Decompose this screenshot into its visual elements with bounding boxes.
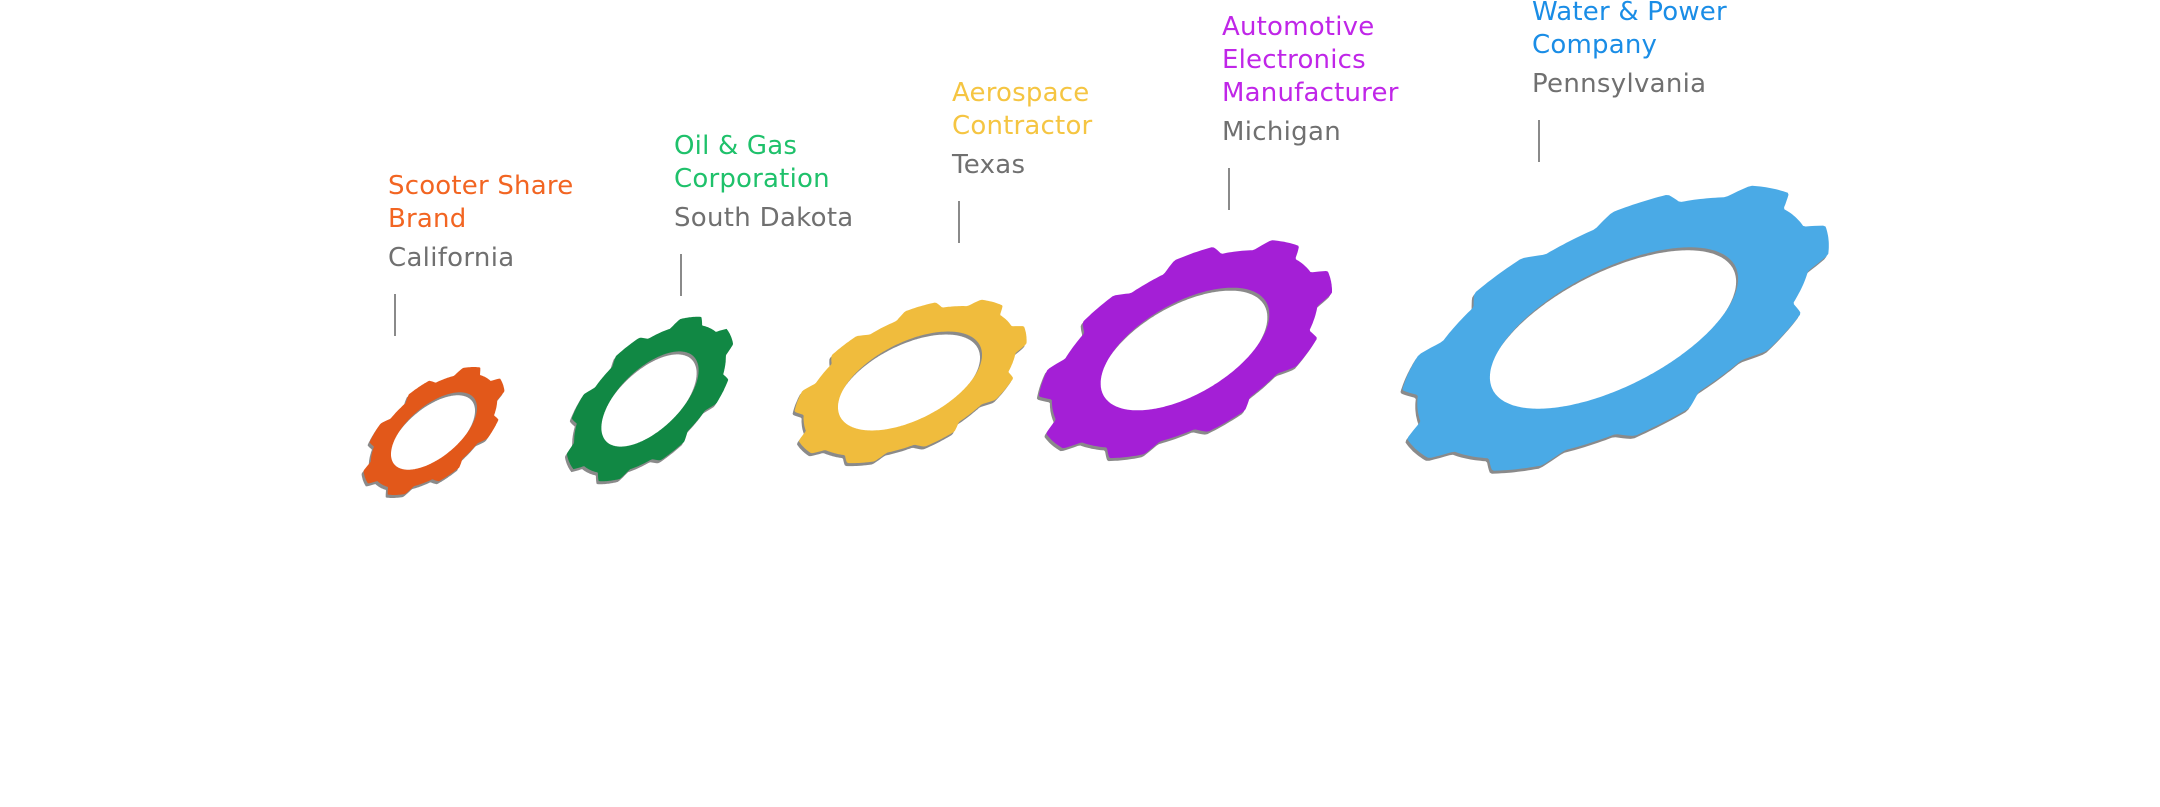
pointer-line bbox=[680, 254, 682, 296]
pointer-line bbox=[1538, 120, 1540, 162]
pointer-line bbox=[958, 201, 960, 243]
client-name: Aerospace Contractor bbox=[952, 78, 1093, 141]
client-label: Water & Power Company Pennsylvania bbox=[1532, 0, 1912, 101]
client-label: Oil & Gas Corporation South Dakota bbox=[674, 130, 1054, 235]
gear-ring-icon bbox=[565, 316, 733, 485]
gear-face bbox=[1038, 240, 1332, 459]
gear-face bbox=[794, 299, 1027, 464]
client-location: California bbox=[388, 243, 515, 273]
client-location: Pennsylvania bbox=[1532, 69, 1707, 99]
client-label: Scooter Share Brand California bbox=[388, 170, 768, 275]
client-label: Automotive Electronics Manufacturer Mich… bbox=[1222, 11, 1602, 149]
gear-face bbox=[1402, 185, 1829, 471]
client-name: Oil & Gas Corporation bbox=[674, 131, 830, 194]
gear-face bbox=[567, 316, 733, 482]
client-label: Aerospace Contractor Texas bbox=[952, 77, 1332, 182]
client-location: South Dakota bbox=[674, 203, 854, 233]
client-name: Water & Power Company bbox=[1532, 0, 1727, 60]
gear-ring-icon bbox=[1400, 185, 1829, 474]
pointer-line bbox=[1228, 168, 1230, 210]
client-name: Automotive Electronics Manufacturer bbox=[1222, 12, 1399, 108]
gear-face bbox=[363, 367, 505, 495]
pointer-line bbox=[394, 294, 396, 336]
gear-ring-icon bbox=[1036, 240, 1332, 462]
client-name: Scooter Share Brand bbox=[388, 171, 574, 234]
client-location: Michigan bbox=[1222, 117, 1341, 147]
gear-ring-icon bbox=[361, 367, 505, 498]
gear-ring-icon bbox=[792, 299, 1027, 467]
client-location: Texas bbox=[952, 150, 1026, 180]
